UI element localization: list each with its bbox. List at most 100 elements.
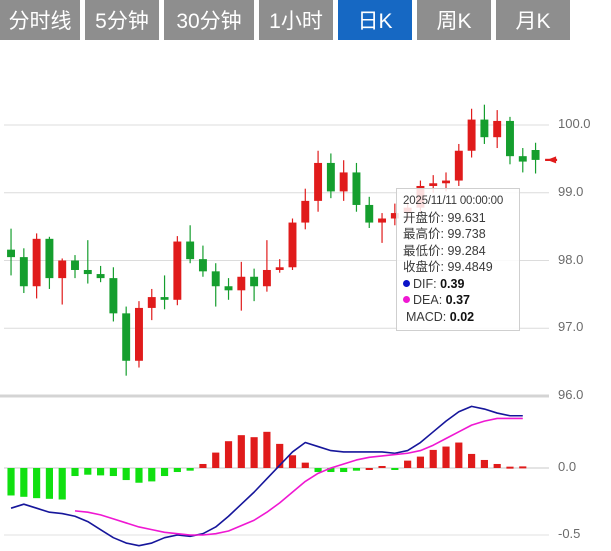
tab-30min[interactable]: 30分钟 [164, 0, 254, 40]
macd-histogram-bar [212, 452, 220, 468]
candle-body [467, 119, 476, 151]
macd-histogram-bar [71, 468, 79, 477]
candle-body [58, 260, 67, 279]
candle-body [262, 269, 271, 287]
macd-histogram-bar [97, 468, 105, 476]
tab-label: 月K [515, 10, 551, 33]
tab-label: 分时线 [8, 10, 72, 33]
tooltip-dif-label: DIF: [413, 276, 437, 291]
tab-weekly-k[interactable]: 周K [417, 0, 491, 40]
macd-histogram-bar [314, 468, 322, 473]
candle-body [339, 172, 348, 192]
tooltip-low-label: 最低价: [403, 243, 444, 258]
candle-body [122, 313, 131, 361]
tab-label: 周K [436, 10, 472, 33]
candle-body [352, 172, 361, 205]
candle-body [275, 267, 284, 270]
tooltip-low-row: 最低价: 99.284 [403, 243, 513, 260]
tooltip-macd-row: MACD: 0.02 [403, 309, 513, 326]
candle-body [32, 238, 41, 287]
macd-histogram-bar [442, 446, 450, 468]
tab-fenshixian[interactable]: 分时线 [0, 0, 80, 40]
tooltip-dea-row: DEA: 0.37 [403, 292, 513, 309]
candle-body [493, 120, 502, 138]
dif-color-dot-icon [403, 279, 410, 287]
tab-1hour[interactable]: 1小时 [259, 0, 333, 40]
candle-body [211, 271, 220, 287]
candle-body [506, 120, 514, 157]
candle-body [480, 119, 489, 138]
tooltip-open-row: 开盘价: 99.631 [403, 210, 513, 227]
macd-histogram-bar [429, 449, 437, 468]
dea-color-dot-icon [403, 296, 410, 304]
candle-body [378, 218, 387, 223]
candle-body [198, 259, 207, 272]
macd-histogram-bar [199, 463, 207, 468]
candle-body [390, 213, 399, 219]
tooltip-datetime: 2025/11/11 00:00:00 [403, 195, 504, 207]
macd-histogram-bar [455, 442, 463, 468]
tab-daily-k[interactable]: 日K [338, 0, 412, 40]
price-axis-tick: 98.0 [558, 251, 584, 267]
candle-body [71, 260, 79, 270]
chart-canvas [0, 104, 558, 547]
macd-histogram-bar [365, 468, 373, 470]
candle-body [7, 249, 16, 258]
macd-histogram-bar [404, 460, 412, 468]
candle-body [83, 269, 92, 275]
macd-histogram-bar [148, 468, 156, 482]
macd-histogram-bar [20, 468, 28, 497]
candle-body [365, 204, 374, 223]
macd-histogram-bar [378, 465, 386, 468]
tooltip-dif-value: 0.39 [440, 276, 465, 291]
tab-label: 1小时 [269, 10, 323, 33]
macd-histogram-bar [45, 468, 53, 499]
price-axis-tick: 96.0 [558, 387, 584, 402]
price-axis-tick: 99.0 [558, 183, 584, 199]
tooltip-open-label: 开盘价: [403, 210, 444, 225]
candle-body [147, 297, 156, 308]
macd-histogram-bar [173, 468, 181, 473]
tooltip-close-row: 收盘价: 99.4849 [403, 259, 513, 276]
tooltip-dea-value: 0.37 [445, 293, 471, 307]
macd-histogram-bar [340, 468, 348, 473]
candle-body [314, 162, 323, 201]
candle-body [301, 200, 310, 223]
candle-body [442, 180, 450, 184]
candle-body [288, 222, 297, 268]
tooltip-macd-label: MACD: [406, 309, 447, 324]
macd-histogram-bar [506, 466, 514, 469]
candle-body [96, 274, 105, 279]
macd-histogram-bar [263, 431, 271, 468]
macd-histogram-bar [391, 468, 399, 470]
tab-label: 30分钟 [176, 10, 242, 33]
macd-histogram-bar [186, 468, 194, 471]
candle-body [45, 238, 54, 279]
tab-monthly-k[interactable]: 月K [496, 0, 570, 40]
tab-5min[interactable]: 5分钟 [85, 0, 159, 40]
macd-histogram-bar [122, 468, 130, 481]
candle-body [135, 307, 143, 361]
candle-body [326, 162, 335, 192]
tooltip-close-label: 收盘价: [403, 260, 444, 274]
macd-histogram-bar [327, 468, 335, 473]
tooltip-high-label: 最高价: [403, 227, 444, 241]
tooltip-high-value: 99.738 [447, 227, 486, 241]
candle-body [160, 297, 169, 300]
macd-histogram-bar [493, 463, 501, 468]
macd-axis-tick: -0.5 [558, 526, 581, 541]
macd-histogram-bar [301, 462, 309, 468]
candle-body [531, 149, 540, 160]
chart-stage[interactable]: 100.0 99.0 98.0 97.0 96.0 0.0 -0.5 2025/… [0, 43, 611, 551]
tab-label: 日K [357, 10, 393, 33]
macd-histogram-bar [352, 468, 361, 471]
tooltip-dea-label: DEA: [413, 293, 443, 307]
macd-histogram-bar [480, 459, 488, 468]
price-axis-tick: 100.0 [558, 116, 591, 131]
candle-body [237, 276, 246, 291]
macd-histogram-bar [160, 468, 169, 477]
candle-body [109, 278, 118, 314]
macd-histogram-bar [416, 456, 425, 468]
macd-histogram-bar [288, 455, 297, 468]
